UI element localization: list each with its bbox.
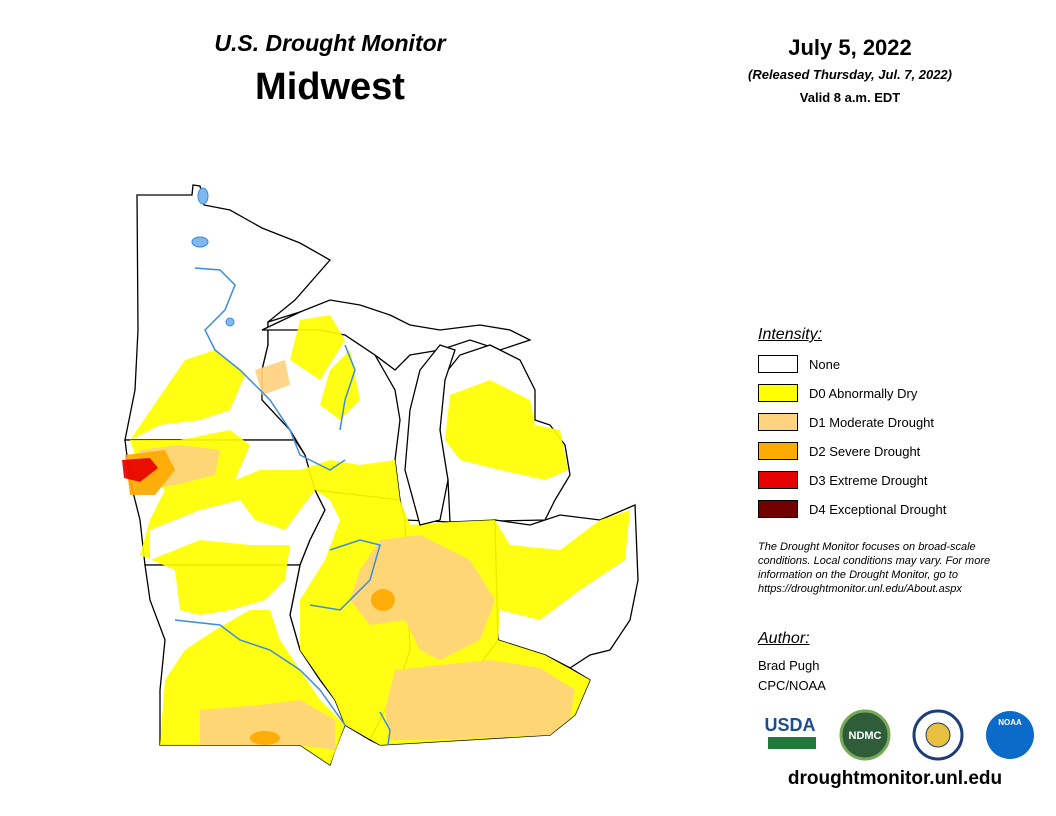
d1-area — [200, 700, 335, 750]
legend-label: D2 Severe Drought — [809, 444, 921, 459]
release-date: (Released Thursday, Jul. 7, 2022) — [748, 67, 952, 82]
d0-area — [320, 350, 360, 420]
d2-area — [371, 589, 395, 611]
d1-area — [385, 660, 575, 740]
lake-michigan — [404, 344, 456, 526]
logo-noaa: NOAA — [986, 711, 1034, 759]
site-url: droughtmonitor.unl.edu — [787, 768, 1003, 789]
logo-shape — [839, 709, 891, 761]
legend-label: D4 Exceptional Drought — [809, 502, 947, 517]
legend-swatch — [758, 500, 798, 518]
author-line: CPC/NOAA — [758, 678, 826, 693]
note-line: https://droughtmonitor.unl.edu/About.asp… — [758, 583, 962, 595]
d0-area — [290, 315, 345, 380]
region-title: Midwest — [255, 66, 405, 108]
legend-swatch — [758, 355, 798, 373]
river — [379, 711, 391, 746]
logo-usda: USDA — [764, 715, 816, 749]
logo-commerce — [912, 709, 964, 761]
author-line: Brad Pugh — [758, 658, 820, 673]
legend-swatch — [758, 442, 798, 460]
legend-title: Intensity: — [758, 326, 823, 343]
title: U.S. Drought Monitor — [214, 30, 446, 56]
legend-label: D1 Moderate Drought — [809, 415, 935, 430]
river — [194, 267, 346, 471]
logo-shape — [925, 722, 951, 748]
note: The Drought Monitor focuses on broad-sca… — [758, 540, 990, 596]
legend-label: D0 Abnormally Dry — [809, 386, 918, 401]
author-title: Author: — [758, 630, 810, 647]
legend-swatch — [758, 413, 798, 431]
logo-text: NOAA — [998, 718, 1022, 727]
legend-swatch — [758, 384, 798, 402]
river — [309, 539, 381, 611]
drought-areas — [122, 315, 630, 765]
note-line: information on the Drought Monitor, go t… — [758, 569, 958, 581]
note-line: conditions. Local conditions may vary. F… — [758, 555, 991, 567]
river — [339, 344, 356, 431]
logo-shape — [768, 737, 816, 749]
lake — [191, 236, 209, 248]
logo-shape — [986, 711, 1034, 759]
logo-text: NDMC — [849, 730, 882, 742]
d3-area — [122, 458, 158, 482]
logo-text: USDA — [764, 715, 815, 735]
d0-area — [445, 380, 568, 480]
d2-area — [250, 731, 280, 745]
lakes — [191, 187, 235, 327]
rivers — [174, 267, 391, 746]
valid-time: Valid 8 a.m. EDT — [799, 90, 901, 105]
lake — [225, 317, 235, 327]
map — [122, 184, 639, 767]
logo-ndmc: NDMC — [839, 709, 891, 761]
river — [174, 619, 346, 726]
legend-swatch — [758, 471, 798, 489]
note-line: The Drought Monitor focuses on broad-sca… — [758, 541, 976, 553]
author: Brad Pugh CPC/NOAA — [758, 656, 826, 696]
d1-area — [255, 360, 290, 395]
lake — [197, 187, 209, 205]
map-date: July 5, 2022 — [788, 35, 912, 60]
d1-area — [350, 535, 495, 660]
legend-label: None — [809, 357, 841, 372]
logos: USDA NDMC NOAA — [764, 709, 1034, 761]
legend-label: D3 Extreme Drought — [809, 473, 928, 488]
